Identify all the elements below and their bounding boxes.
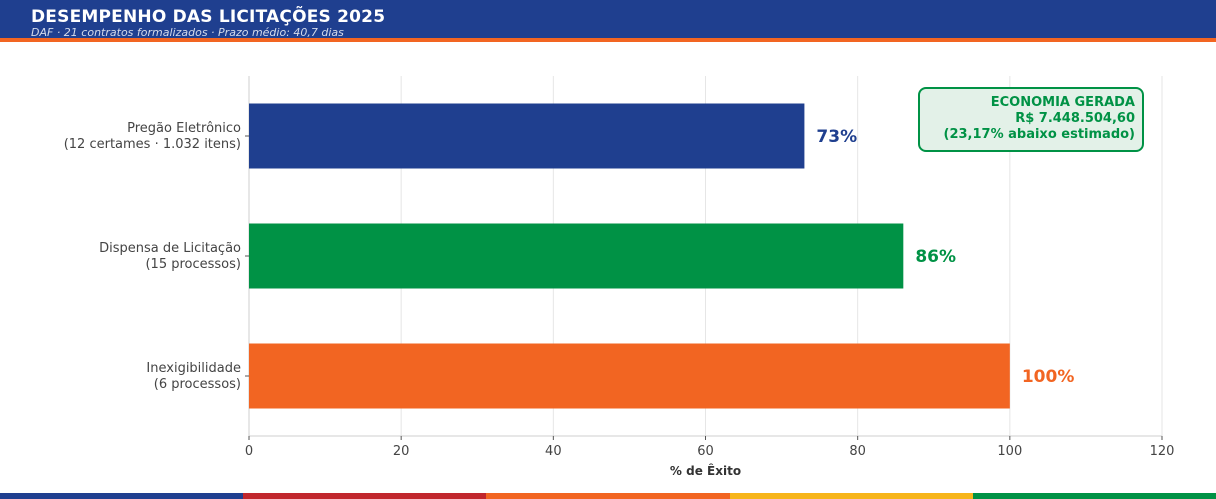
x-axis-title: % de Êxito	[670, 463, 741, 478]
value-label-1: 86%	[915, 247, 956, 267]
footer-stripe-segment-4	[972, 493, 1216, 499]
chart-subtitle: DAF · 21 contratos formalizados · Prazo …	[31, 26, 344, 39]
bar-1	[249, 223, 904, 289]
category-label-2-1: (6 processos)	[154, 377, 241, 392]
x-tick-label-3: 60	[697, 444, 714, 459]
x-tick-label-5: 100	[997, 444, 1022, 459]
economy-annotation-line-2: (23,17% abaixo estimado)	[944, 127, 1135, 142]
footer-stripe-segment-0	[0, 493, 244, 499]
category-label-1-1: (15 processos)	[145, 257, 241, 272]
category-label-0-0: Pregão Eletrônico	[127, 121, 241, 136]
footer-stripe-segment-2	[486, 493, 730, 499]
value-label-2: 100%	[1022, 367, 1075, 387]
footer-color-stripe	[0, 493, 1216, 499]
category-label-2-0: Inexigibilidade	[146, 361, 241, 376]
economy-annotation-line-1: R$ 7.448.504,60	[1015, 111, 1135, 126]
x-tick-label-1: 20	[393, 444, 410, 459]
bar-0	[249, 103, 805, 169]
chart-header: DESEMPENHO DAS LICITAÇÕES 2025 DAF · 21 …	[0, 0, 1216, 42]
x-tick-label-2: 40	[545, 444, 562, 459]
footer-stripe-segment-1	[243, 493, 487, 499]
value-label-0: 73%	[816, 127, 857, 147]
economy-annotation-box	[918, 87, 1144, 152]
chart-title: DESEMPENHO DAS LICITAÇÕES 2025	[31, 7, 386, 27]
economy-annotation-line-0: ECONOMIA GERADA	[991, 95, 1135, 110]
bar-2	[249, 343, 1010, 409]
x-tick-label-6: 120	[1150, 444, 1175, 459]
x-tick-label-0: 0	[245, 444, 253, 459]
category-label-1-0: Dispensa de Licitação	[99, 241, 241, 256]
x-tick-label-4: 80	[849, 444, 866, 459]
footer-stripe-segment-3	[729, 493, 973, 499]
category-label-0-1: (12 certames · 1.032 itens)	[64, 137, 241, 152]
